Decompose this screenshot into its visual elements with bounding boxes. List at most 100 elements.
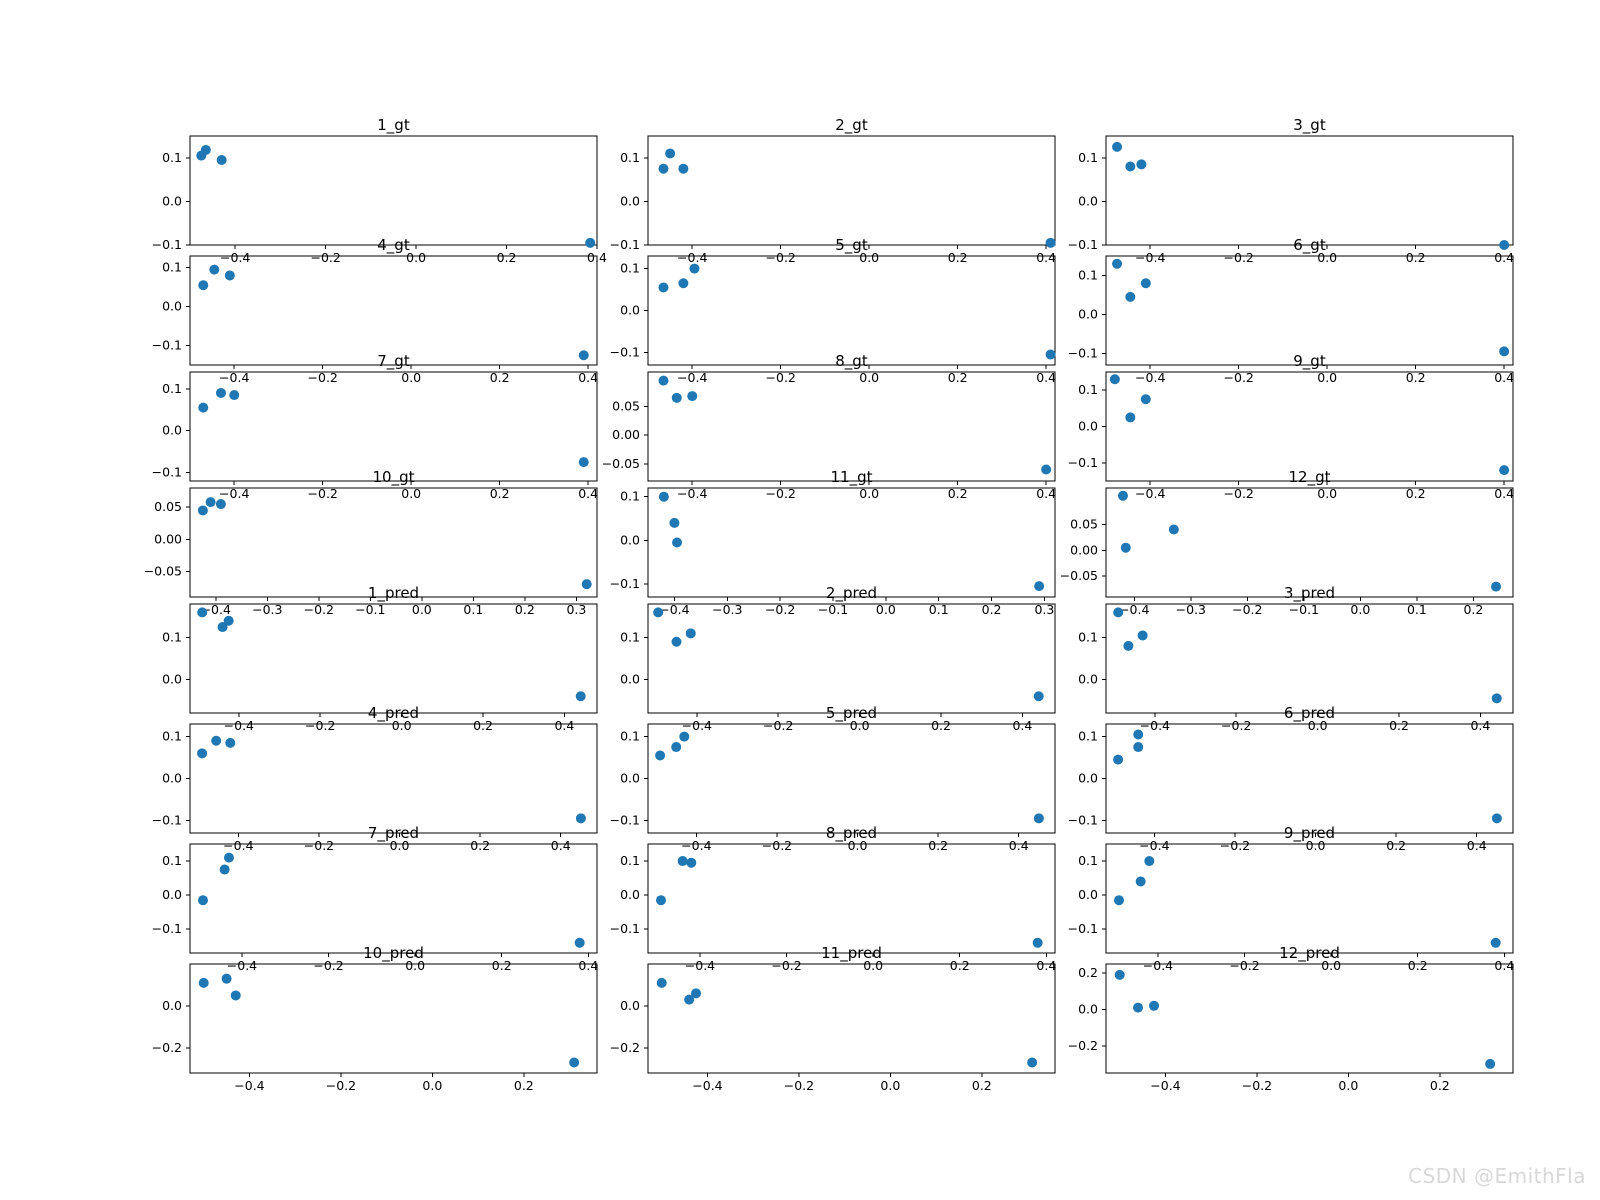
- data-point: [687, 391, 697, 401]
- data-point: [224, 853, 234, 863]
- data-point: [197, 748, 207, 758]
- y-tick-label: 0.1: [162, 630, 182, 645]
- subplot-title: 11_gt: [831, 468, 873, 487]
- x-tick-label: 0.2: [972, 1078, 992, 1093]
- subplot-title: 11_pred: [821, 944, 882, 963]
- y-tick-label: 0.1: [620, 261, 640, 276]
- data-point: [679, 732, 689, 742]
- data-point: [1149, 1001, 1159, 1011]
- y-tick-label: 0.05: [1070, 516, 1098, 531]
- subplot-title: 7_pred: [368, 824, 419, 843]
- data-point: [655, 750, 665, 760]
- subplot-title: 2_pred: [826, 584, 877, 603]
- subplot-title: 4_pred: [368, 704, 419, 723]
- y-tick-label: 0.0: [620, 998, 640, 1013]
- subplot-title: 5_pred: [826, 704, 877, 723]
- y-tick-label: 0.0: [1078, 887, 1098, 902]
- subplot-title: 8_gt: [835, 352, 868, 371]
- y-tick-label: 0.1: [162, 381, 182, 396]
- data-point: [224, 616, 234, 626]
- data-point: [225, 270, 235, 280]
- subplot-title: 9_gt: [1293, 352, 1326, 371]
- data-point: [657, 978, 667, 988]
- data-point: [1125, 412, 1135, 422]
- subplot-title: 1_pred: [368, 584, 419, 603]
- data-point: [220, 865, 230, 875]
- data-point: [217, 155, 227, 165]
- data-point: [1138, 630, 1148, 640]
- data-point: [1136, 876, 1146, 886]
- y-tick-label: −0.2: [1068, 1038, 1098, 1053]
- data-point: [1112, 142, 1122, 152]
- data-point: [691, 988, 701, 998]
- y-tick-label: 0.1: [1078, 853, 1098, 868]
- data-point: [197, 607, 207, 617]
- data-point: [659, 492, 669, 502]
- y-tick-label: 0.1: [162, 260, 182, 275]
- data-point: [665, 148, 675, 158]
- subplot-title: 9_pred: [1284, 824, 1335, 843]
- data-point: [669, 518, 679, 528]
- data-point: [671, 637, 681, 647]
- data-point: [1110, 374, 1120, 384]
- subplot-title: 4_gt: [377, 236, 410, 255]
- y-tick-label: 0.1: [1078, 630, 1098, 645]
- data-point: [206, 497, 216, 507]
- y-tick-label: 0.1: [1078, 729, 1098, 744]
- x-tick-label: 0.0: [880, 1078, 900, 1093]
- data-point: [229, 390, 239, 400]
- data-point: [198, 505, 208, 515]
- subplot-title: 5_gt: [835, 236, 868, 255]
- data-point: [1115, 970, 1125, 980]
- data-point: [686, 628, 696, 638]
- data-point: [1118, 491, 1128, 501]
- x-tick-label: −0.4: [692, 1078, 722, 1093]
- data-point: [678, 856, 688, 866]
- subplot-title: 6_pred: [1284, 704, 1335, 723]
- x-tick-label: 0.0: [422, 1078, 442, 1093]
- data-point: [653, 607, 663, 617]
- y-tick-label: 0.1: [620, 853, 640, 868]
- data-point: [198, 280, 208, 290]
- data-point: [1125, 292, 1135, 302]
- data-point: [569, 1058, 579, 1068]
- y-tick-label: −0.2: [152, 1040, 182, 1055]
- y-tick-label: 0.1: [1078, 267, 1098, 282]
- y-tick-label: 0.1: [620, 150, 640, 165]
- data-point: [1133, 729, 1143, 739]
- data-point: [1123, 641, 1133, 651]
- subplot-title: 1_gt: [377, 116, 410, 135]
- y-tick-label: 0.1: [162, 729, 182, 744]
- y-tick-label: 0.0: [620, 887, 640, 902]
- y-tick-label: 0.1: [620, 489, 640, 504]
- data-point: [658, 164, 668, 174]
- data-point: [689, 264, 699, 274]
- data-point: [1133, 742, 1143, 752]
- subplot-title: 6_gt: [1293, 236, 1326, 255]
- x-tick-label: 0.0: [1338, 1078, 1358, 1093]
- y-tick-label: 0.05: [154, 499, 182, 514]
- data-point: [211, 736, 221, 746]
- data-point: [686, 858, 696, 868]
- subplot-title: 7_gt: [377, 352, 410, 371]
- subplot-11_pred: 11_pred −0.4 −0.2 0.0 0.2 −0.2 0.0: [588, 904, 1115, 1133]
- x-tick-label: −0.2: [784, 1078, 814, 1093]
- x-tick-label: −0.2: [326, 1078, 356, 1093]
- subplot-title: 3_gt: [1293, 116, 1326, 135]
- data-point: [1169, 525, 1179, 535]
- y-tick-label: 0.1: [162, 853, 182, 868]
- watermark: CSDN @EmithFla: [1408, 1164, 1586, 1188]
- y-tick-label: 0.05: [612, 398, 640, 413]
- data-point: [199, 978, 209, 988]
- data-point: [1141, 278, 1151, 288]
- data-point: [216, 499, 226, 509]
- data-point: [231, 990, 241, 1000]
- figure-root: 1_gt−0.4−0.20.00.20.4−0.10.00.12_gt−0.4−…: [0, 0, 1600, 1200]
- x-tick-label: −0.2: [1242, 1078, 1272, 1093]
- data-point: [658, 282, 668, 292]
- data-point: [209, 265, 219, 275]
- data-point: [1027, 1058, 1037, 1068]
- subplot-title: 12_pred: [1279, 944, 1340, 963]
- data-point: [1141, 394, 1151, 404]
- data-point: [678, 164, 688, 174]
